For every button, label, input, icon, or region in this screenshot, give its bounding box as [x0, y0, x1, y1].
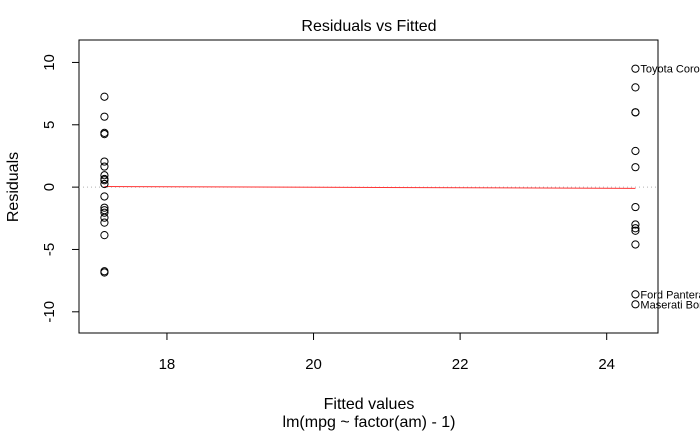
residual-point [100, 208, 109, 217]
residual-point [100, 179, 109, 189]
residual-point [631, 108, 640, 117]
smooth-line [104, 186, 636, 189]
residual-point [100, 162, 109, 171]
residual-point [631, 146, 640, 156]
y-tick-label: 0 [41, 183, 58, 191]
x-tick-label: 18 [159, 356, 176, 373]
residual-point [631, 83, 640, 92]
residual-point [100, 157, 109, 166]
residual-point [100, 112, 109, 121]
x-axis-title: Fitted values [324, 396, 415, 413]
chart-subtitle: lm(mpg ~ factor(am) - 1) [283, 414, 456, 431]
residual-point [100, 218, 109, 227]
x-tick-label: 22 [452, 356, 469, 373]
residual-point [631, 290, 640, 299]
point-annotation: Toyota Corolla [640, 64, 700, 76]
residual-point [100, 192, 109, 201]
chart-title: Residuals vs Fitted [301, 18, 436, 35]
y-tick-label: -5 [41, 243, 58, 256]
y-tick-label: 10 [41, 54, 58, 71]
residual-point [631, 64, 640, 73]
y-axis-title: Residuals [5, 152, 22, 222]
residual-point [631, 226, 640, 235]
plot-frame [78, 39, 659, 334]
residual-point [631, 224, 640, 233]
y-tick-label: -10 [41, 301, 58, 323]
residual-point [100, 231, 109, 240]
point-annotation: Ford Pantera L [640, 289, 700, 301]
residual-point [100, 203, 109, 212]
residual-point [100, 130, 109, 139]
residual-point [100, 171, 109, 180]
point-annotation: Maserati Bora [640, 299, 700, 311]
residual-point [631, 220, 640, 229]
residual-point [100, 213, 109, 222]
residual-point [100, 92, 109, 101]
residual-point [100, 176, 109, 185]
residual-point [631, 202, 640, 212]
residual-point [100, 268, 109, 277]
residual-point [631, 240, 640, 249]
residual-point [631, 300, 640, 309]
x-tick-label: 20 [305, 356, 322, 373]
x-tick-label: 24 [598, 356, 615, 373]
residual-point [631, 163, 640, 172]
y-tick-label: 5 [41, 121, 58, 129]
